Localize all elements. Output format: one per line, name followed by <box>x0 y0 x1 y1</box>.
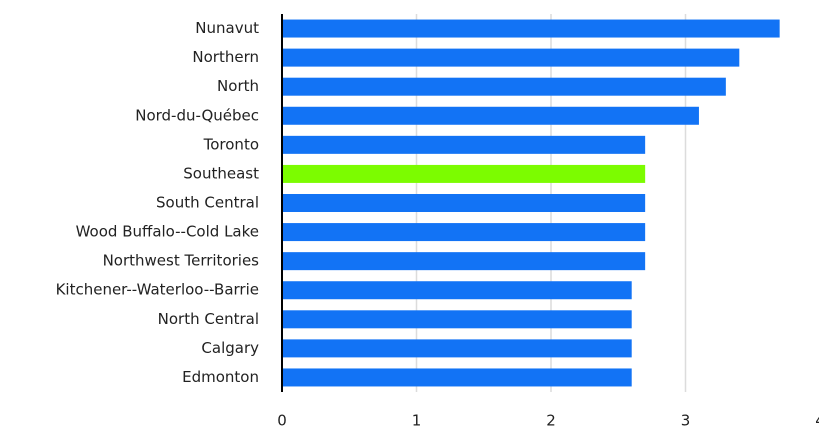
bar <box>282 310 632 329</box>
bar <box>282 223 646 242</box>
y-tick-label: South Central <box>156 194 259 212</box>
y-tick-label: Southeast <box>183 164 259 182</box>
y-tick-label: Kitchener--Waterloo--Barrie <box>56 281 259 299</box>
x-tick-label: 3 <box>681 412 691 430</box>
x-tick-label: 0 <box>277 412 287 430</box>
bar <box>282 164 646 183</box>
y-tick-label: Nord-du-Québec <box>135 106 259 124</box>
bar <box>282 252 646 271</box>
y-tick-label: Wood Buffalo--Cold Lake <box>76 223 259 241</box>
bar <box>282 106 699 125</box>
y-tick-label: Northwest Territories <box>103 252 260 270</box>
y-tick-label: North Central <box>158 310 259 328</box>
y-tick-label: Edmonton <box>182 368 259 386</box>
bar <box>282 281 632 300</box>
bar <box>282 77 726 96</box>
bar <box>282 48 740 67</box>
bar <box>282 368 632 387</box>
bar <box>282 19 780 38</box>
bar <box>282 135 646 154</box>
y-tick-label: North <box>217 77 259 95</box>
x-tick-label: 4 <box>815 412 819 430</box>
y-tick-label: Nunavut <box>195 19 259 37</box>
x-tick-label: 2 <box>546 412 556 430</box>
y-tick-label: Calgary <box>201 339 259 357</box>
bar <box>282 339 632 358</box>
bar <box>282 194 646 212</box>
y-tick-label: Toronto <box>203 135 259 153</box>
x-tick-label: 1 <box>412 412 422 430</box>
y-tick-label: Northern <box>192 48 259 66</box>
